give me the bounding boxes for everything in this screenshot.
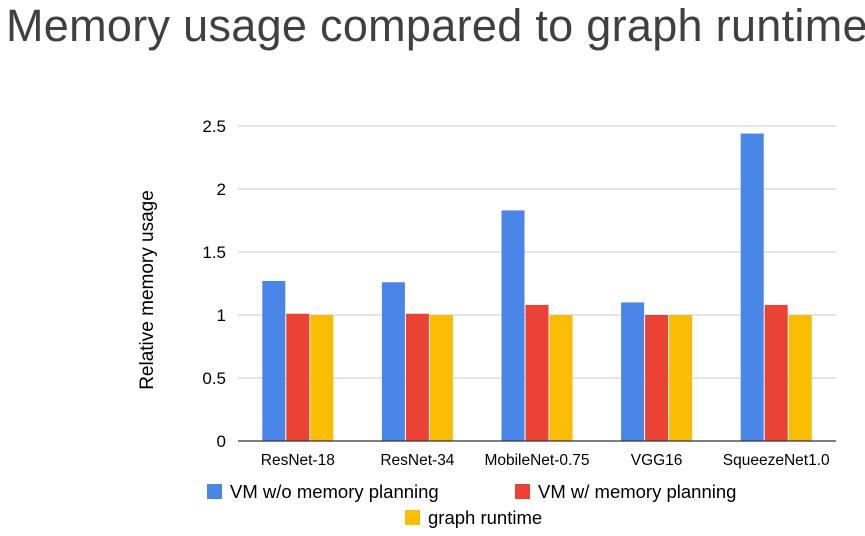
legend-label: graph runtime [428,507,542,528]
bar-squeezenet1-0-series-1 [740,133,764,441]
y-tick-label: 1.5 [202,243,226,262]
x-tick-label: VGG16 [631,452,683,469]
bar-vgg16-series-2 [645,315,669,441]
y-tick-label: 2.5 [202,117,226,136]
y-tick-label: 2 [217,180,226,199]
bar-resnet-34-series-3 [429,315,453,441]
legend-label: VM w/o memory planning [230,481,439,502]
legend: VM w/o memory planning VM w/ memory plann… [207,481,736,528]
y-tick-label: 0.5 [202,369,226,388]
x-tick-label: ResNet-18 [261,452,335,469]
x-tick-label: SqueezeNet1.0 [723,452,830,469]
bar-vgg16-series-3 [669,315,693,441]
bar-squeezenet1-0-series-3 [788,315,812,441]
bar-squeezenet1-0-series-2 [764,304,788,441]
bar-resnet-18-series-3 [310,315,334,441]
page-title: Memory usage compared to graph runtime [6,0,865,51]
y-axis-label: Relative memory usage [137,190,158,390]
x-axis-ticks: ResNet-18 ResNet-34 MobileNet-0.75 VGG16 Squ… [261,452,830,469]
legend-label: VM w/ memory planning [538,481,736,502]
x-tick-label: MobileNet-0.75 [484,452,589,469]
legend-swatch [405,510,420,525]
y-axis-ticks: 0 0.5 1 1.5 2 2.5 [202,117,226,451]
legend-swatch [515,484,530,499]
legend-swatch [207,484,222,499]
x-tick-label: ResNet-34 [380,452,454,469]
bar-mobilenet-0-75-series-3 [549,315,573,441]
bar-resnet-34-series-2 [405,313,429,441]
y-tick-label: 1 [217,306,226,325]
bar-mobilenet-0-75-series-1 [501,210,525,441]
bar-resnet-18-series-1 [262,280,286,441]
bar-resnet-18-series-2 [286,313,310,441]
y-tick-label: 0 [217,432,226,451]
bar-resnet-34-series-1 [381,282,405,441]
bars [262,133,812,441]
bar-vgg16-series-1 [621,302,645,441]
bar-mobilenet-0-75-series-2 [525,304,549,441]
